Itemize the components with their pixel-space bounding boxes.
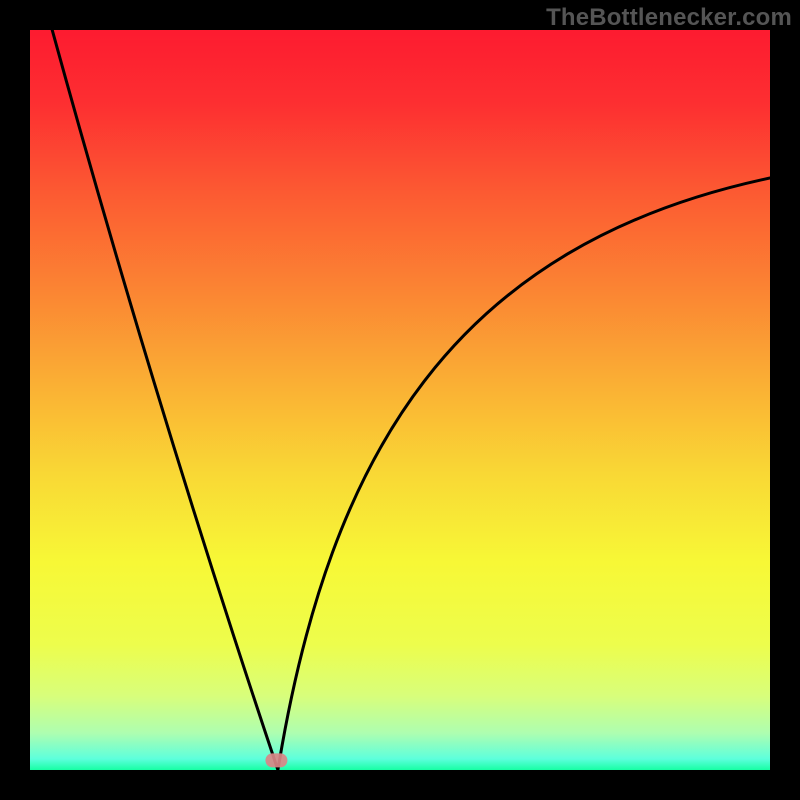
chart-frame: TheBottlenecker.com [0,0,800,800]
bottleneck-chart [0,0,800,800]
watermark-text: TheBottlenecker.com [546,4,792,32]
